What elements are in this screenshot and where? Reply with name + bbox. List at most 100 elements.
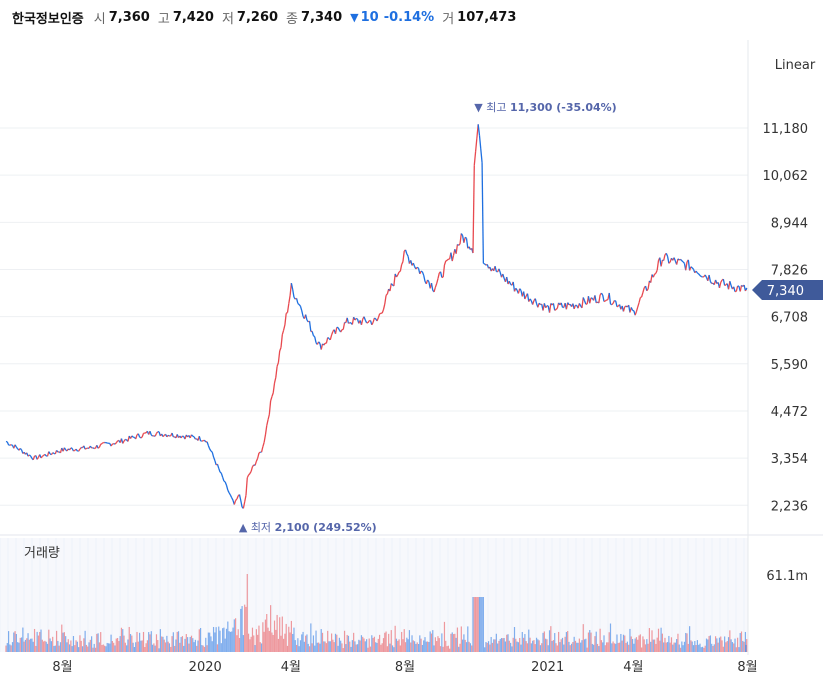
- price-segment: [110, 443, 113, 447]
- volume-bar: [704, 645, 706, 652]
- volume-bar: [696, 640, 699, 652]
- price-segment: [63, 447, 67, 451]
- price-segment: [565, 302, 569, 310]
- price-segment: [598, 294, 601, 304]
- volume-bar: [744, 631, 747, 652]
- price-segment: [268, 400, 272, 415]
- volume-bar: [615, 643, 617, 652]
- price-segment: [340, 329, 343, 333]
- volume-bar: [643, 639, 645, 652]
- volume-bar: [346, 634, 348, 652]
- volume-bar: [323, 641, 325, 652]
- volume-bar: [487, 641, 490, 652]
- volume-bar: [196, 645, 198, 652]
- volume-bar: [407, 639, 409, 652]
- volume-bar: [187, 637, 189, 652]
- volume-bar: [545, 638, 547, 652]
- price-segment: [395, 274, 399, 278]
- volume-bar: [524, 634, 526, 652]
- volume-bar: [471, 645, 473, 652]
- price-segment: [680, 258, 683, 262]
- volume-bar: [59, 642, 62, 652]
- price-segment: [555, 307, 558, 310]
- price-segment: [334, 327, 338, 334]
- volume-bar: [415, 643, 417, 652]
- price-segment: [699, 275, 702, 278]
- volume-bar: [201, 645, 203, 652]
- close-value: 7,340: [301, 9, 343, 25]
- price-segment: [508, 280, 512, 285]
- volume-bar: [742, 640, 744, 652]
- volume-bar: [232, 627, 234, 652]
- volume-bar: [733, 643, 735, 652]
- volume-bar: [594, 636, 596, 652]
- price-segment: [678, 258, 681, 261]
- volume-bar: [325, 643, 328, 652]
- price-segment: [255, 458, 259, 462]
- volume-bar: [698, 644, 700, 652]
- volume-bar: [58, 645, 60, 652]
- volume-bar: [618, 642, 621, 652]
- price-segment: [477, 124, 481, 136]
- volume-bar: [703, 647, 705, 652]
- volume-bar: [585, 638, 587, 652]
- volume-bar: [122, 629, 124, 652]
- price-segment: [250, 466, 254, 472]
- volume-bar: [128, 626, 130, 652]
- volume-bar: [644, 644, 647, 652]
- price-segment: [611, 302, 614, 306]
- price-segment: [166, 434, 169, 438]
- volume-bar: [687, 643, 689, 652]
- volume-bar: [174, 645, 176, 652]
- volume-bar: [398, 639, 400, 652]
- price-segment: [263, 434, 267, 443]
- volume-bar: [342, 648, 344, 652]
- scale-toggle-button[interactable]: Linear: [774, 58, 816, 73]
- price-segment: [286, 303, 290, 313]
- volume-bar: [441, 633, 443, 652]
- price-segment: [270, 396, 273, 402]
- price-segment: [545, 305, 548, 309]
- volume-bar: [184, 638, 186, 652]
- volume-bar: [92, 647, 94, 652]
- volume-bar: [740, 631, 743, 652]
- price-segment: [660, 260, 664, 267]
- volume-bar: [713, 644, 715, 652]
- volume-bar: [54, 645, 56, 652]
- price-segment: [262, 442, 265, 447]
- volume-bar: [472, 597, 474, 652]
- volume-bar: [270, 605, 272, 652]
- volume-bar: [227, 621, 229, 652]
- volume-bar: [607, 642, 609, 652]
- volume-bar: [368, 638, 370, 652]
- price-segment: [427, 279, 430, 283]
- price-segment: [575, 304, 578, 307]
- volume-bar: [350, 646, 352, 652]
- price-segment: [594, 295, 597, 303]
- price-segment: [254, 461, 257, 466]
- stock-name[interactable]: 한국정보인증: [12, 11, 84, 27]
- volume-bar: [250, 636, 252, 652]
- price-segment: [360, 319, 364, 325]
- volume-bar: [253, 635, 255, 652]
- volume-bar: [484, 647, 486, 652]
- price-segment: [275, 366, 278, 378]
- price-segment: [264, 425, 268, 436]
- volume-bar: [532, 640, 534, 652]
- price-segment: [135, 434, 138, 440]
- price-segment: [231, 497, 234, 501]
- volume-bar: [510, 642, 512, 652]
- volume-bar: [377, 638, 379, 652]
- volume-bar: [120, 627, 123, 652]
- price-segment: [56, 449, 59, 453]
- volume-bar: [447, 645, 449, 652]
- volume-bar: [547, 645, 549, 652]
- volume-bar: [714, 636, 717, 652]
- volume-bar: [277, 638, 280, 652]
- volume-bar: [655, 643, 657, 652]
- price-segment: [280, 334, 283, 348]
- volume-bar: [275, 629, 277, 652]
- price-segment: [604, 299, 607, 302]
- price-segment: [227, 489, 230, 494]
